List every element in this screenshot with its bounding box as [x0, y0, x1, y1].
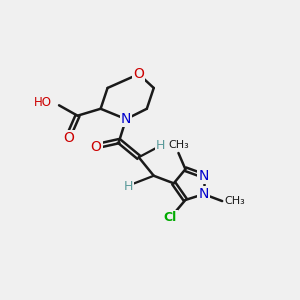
Text: O: O	[91, 140, 101, 154]
Text: CH₃: CH₃	[168, 140, 189, 150]
Text: O: O	[133, 67, 144, 81]
Text: N: N	[199, 169, 209, 183]
Text: HO: HO	[34, 97, 52, 110]
Text: O: O	[63, 130, 74, 145]
Text: CH₃: CH₃	[224, 196, 245, 206]
Text: H: H	[124, 180, 133, 193]
Text: N: N	[121, 112, 131, 126]
Text: N: N	[199, 187, 209, 201]
Text: Cl: Cl	[164, 211, 177, 224]
Text: H: H	[156, 139, 165, 152]
